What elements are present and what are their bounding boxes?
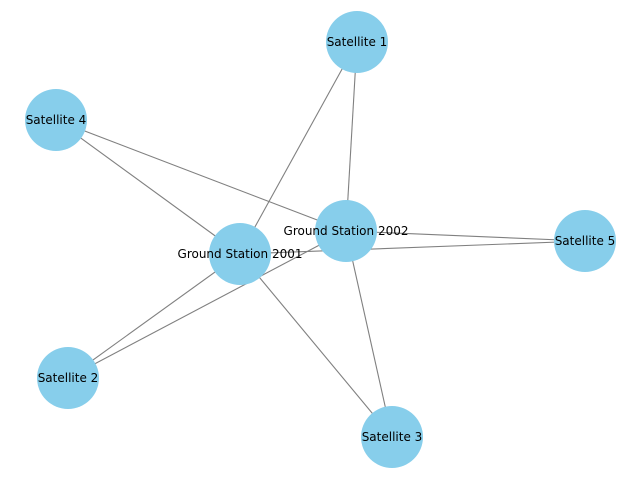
edge-gs2002-sat2 <box>67 230 347 379</box>
node-label-sat5: Satellite 5 <box>555 234 616 248</box>
node-circle-gs2002 <box>315 200 377 262</box>
edge-gs2002-sat4 <box>55 119 347 232</box>
node-circle-sat2 <box>37 347 99 409</box>
edges-layer <box>55 41 586 438</box>
node-circle-sat3 <box>361 406 423 468</box>
node-sat1: Satellite 1 <box>326 11 388 73</box>
node-gs2002: Ground Station 2002 <box>284 200 409 262</box>
edge-gs2001-sat5 <box>239 240 586 255</box>
node-label-sat4: Satellite 4 <box>26 113 87 127</box>
edge-gs2002-sat3 <box>345 230 393 438</box>
node-circle-sat4 <box>25 89 87 151</box>
node-label-gs2001: Ground Station 2001 <box>178 247 303 261</box>
node-sat4: Satellite 4 <box>25 89 87 151</box>
node-circle-sat5 <box>554 210 616 272</box>
edge-gs2001-sat3 <box>239 253 393 438</box>
nodes-layer: Ground Station 2001 Ground Station 2002 Sa… <box>25 11 616 468</box>
node-label-sat1: Satellite 1 <box>327 35 388 49</box>
node-sat5: Satellite 5 <box>554 210 616 272</box>
node-gs2001: Ground Station 2001 <box>178 223 303 285</box>
node-sat3: Satellite 3 <box>361 406 423 468</box>
edge-gs2002-sat5 <box>345 230 586 242</box>
node-circle-sat1 <box>326 11 388 73</box>
node-label-sat2: Satellite 2 <box>38 371 99 385</box>
node-label-gs2002: Ground Station 2002 <box>284 224 409 238</box>
node-circle-gs2001 <box>209 223 271 285</box>
edge-gs2001-sat1 <box>239 41 358 255</box>
edge-gs2001-sat2 <box>67 253 241 379</box>
node-sat2: Satellite 2 <box>37 347 99 409</box>
node-label-sat3: Satellite 3 <box>362 430 423 444</box>
edge-gs2001-sat4 <box>55 119 241 255</box>
edge-gs2002-sat1 <box>345 41 358 232</box>
